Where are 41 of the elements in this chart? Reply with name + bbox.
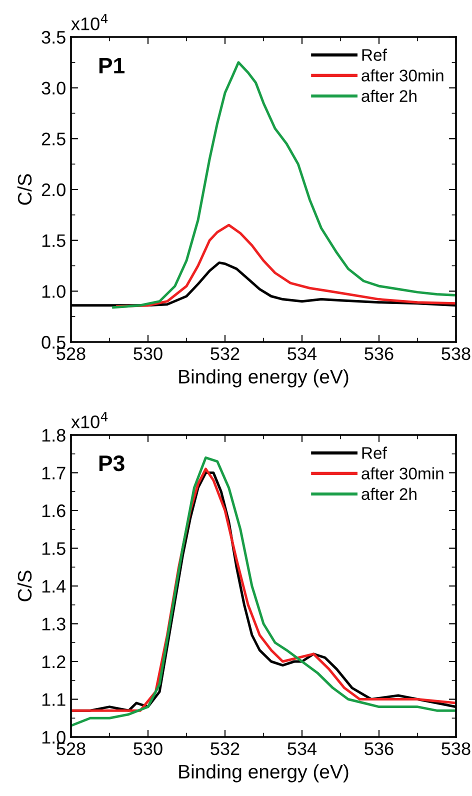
x-tick-label: 536: [364, 347, 394, 360]
y-tick-label: 1.1: [42, 693, 66, 706]
y-tick-label: 1.0: [42, 285, 66, 298]
y-tick-label: 1.2: [42, 655, 66, 668]
x-tick-label: 530: [134, 347, 162, 360]
x-tick-label: 528: [56, 742, 86, 756]
x-tick-label: 528: [56, 347, 86, 360]
x-tick-label: 532: [210, 347, 240, 360]
y-tick-label: 1.8: [42, 428, 66, 442]
y-tick-label: 1.4: [42, 580, 66, 593]
text: x10$^{4}$: [71, 14, 108, 30]
legend-label: after 2h: [362, 488, 416, 500]
x-tick-label: 532: [210, 742, 240, 756]
x-tick-label: 534: [288, 347, 317, 360]
y-axis-title: C/S: [17, 174, 32, 205]
legend-label: Ref: [362, 48, 387, 61]
annotation: P3: [99, 455, 124, 472]
x-axis-title: Binding energy (eV): [179, 369, 348, 388]
x-tick-label: 534: [288, 742, 317, 756]
y-axis-title: C/S: [17, 570, 32, 602]
y-tick-label: 1.5: [42, 542, 66, 555]
y-tick-label: 1.6: [42, 504, 66, 518]
annotation: P1: [99, 58, 125, 74]
x-tick-label: 536: [364, 742, 394, 756]
y-tick-label: 1.7: [42, 466, 66, 480]
x-tick-label: 538: [442, 742, 470, 756]
y-tick-label: 2.5: [42, 132, 66, 146]
x-tick-label: 538: [442, 347, 470, 360]
y-tick-label: 3.0: [42, 82, 66, 95]
x-axis-title: Binding energy (eV): [179, 764, 348, 782]
legend-label: after 30min: [362, 467, 444, 480]
text: x10$^{4}$: [71, 412, 108, 428]
x-tick-label: 530: [134, 742, 162, 756]
y-tick-label: 1.3: [42, 618, 66, 630]
legend-label: after 30min: [362, 69, 444, 82]
y-tick-label: 2.0: [42, 183, 66, 196]
legend-label: after 2h: [362, 90, 416, 102]
y-tick-label: 3.5: [42, 30, 66, 44]
line-series: [116, 224, 456, 308]
legend-label: Ref: [362, 446, 387, 459]
y-tick-label: 1.5: [42, 234, 66, 248]
